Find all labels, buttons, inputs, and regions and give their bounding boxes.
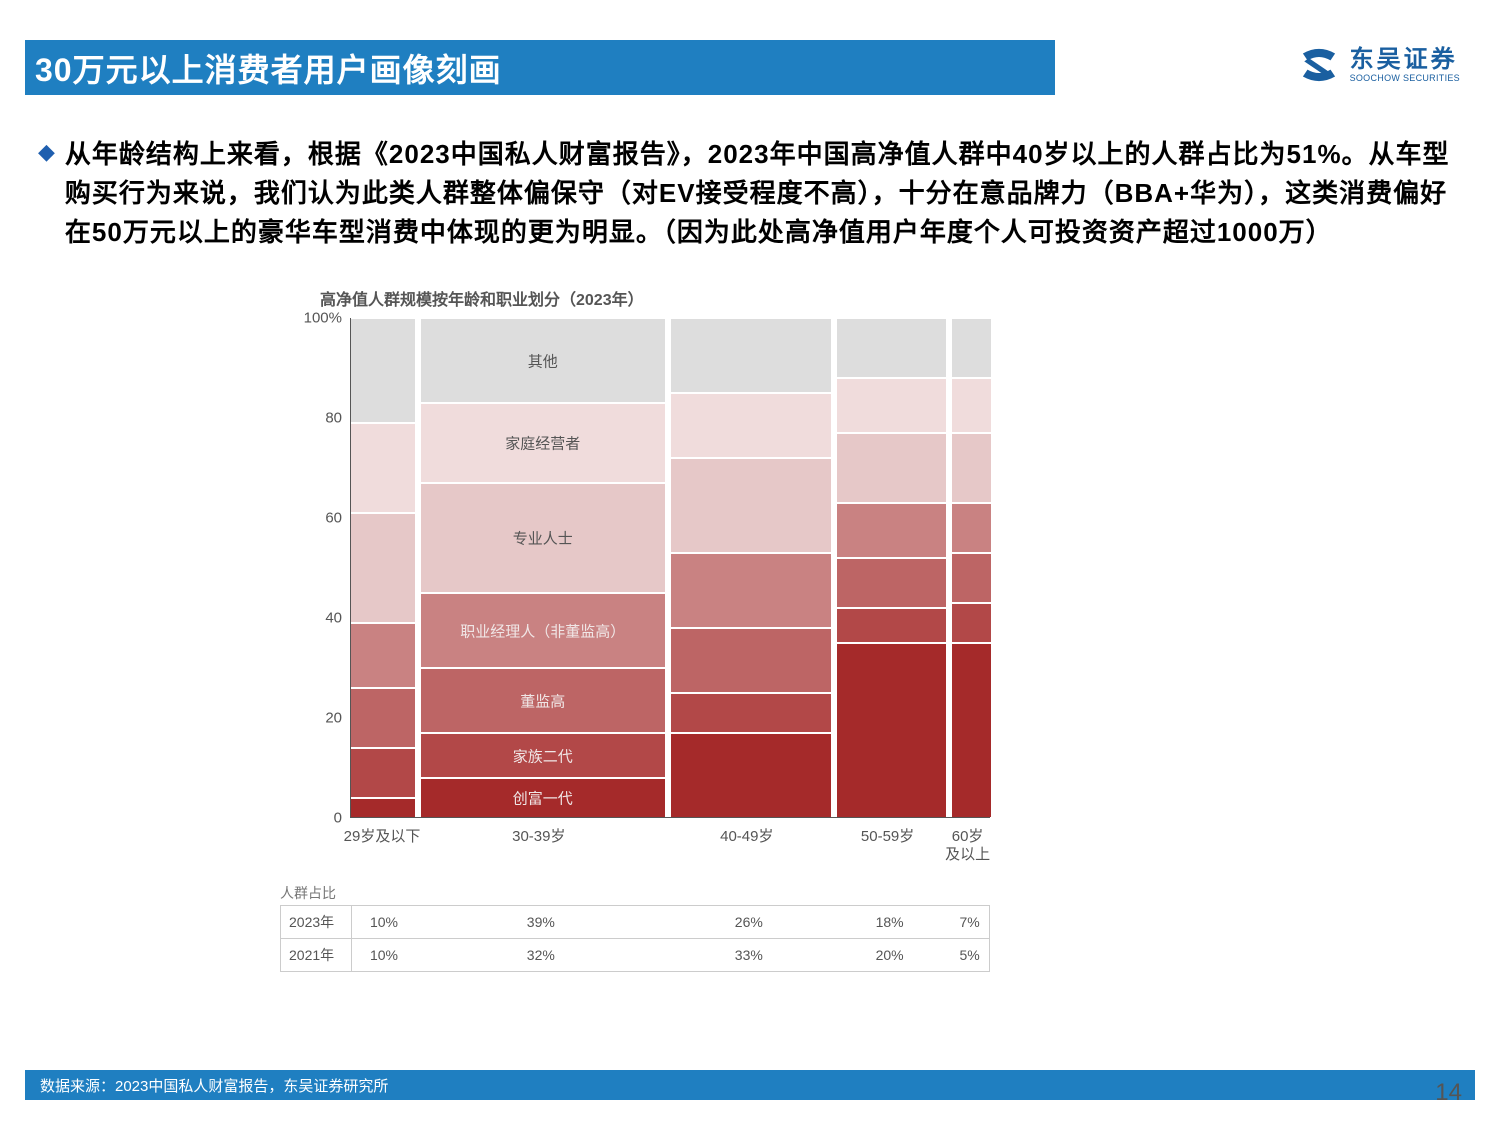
marimekko-column: [831, 318, 946, 817]
marimekko-column: [351, 318, 415, 817]
chart-segment: [671, 457, 831, 552]
share-cell: 39%: [527, 914, 555, 930]
share-table: 人群占比 2023年 10% 39% 26% 18% 7% 2021年 10% 32% 33% 20%…: [280, 883, 990, 971]
chart-segment: 创富一代: [421, 777, 665, 817]
segment-label: 其他: [421, 350, 665, 371]
chart-segment: [837, 557, 946, 607]
chart-segment: 家庭经营者: [421, 402, 665, 482]
y-tick: 20: [325, 710, 342, 727]
chart-segment: 董监高: [421, 667, 665, 732]
chart-segment: [952, 502, 991, 552]
x-axis-label: 30-39岁: [512, 828, 565, 846]
marimekko-chart: 高净值人群规模按年龄和职业划分（2023年） 020406080100% 创富一…: [280, 286, 1010, 818]
chart-segment: [671, 552, 831, 627]
share-cell: 5%: [959, 947, 979, 963]
segment-label: 家庭经营者: [421, 433, 665, 454]
chart-segment: 其他: [421, 317, 665, 402]
chart-segment: [671, 692, 831, 732]
share-cell: 18%: [876, 914, 904, 930]
chart-segment: [952, 602, 991, 642]
y-tick: 40: [325, 610, 342, 627]
chart-segment: [351, 317, 415, 422]
chart-segment: 职业经理人（非董监高）: [421, 592, 665, 667]
chart-segment: [952, 377, 991, 432]
page-number: 14: [1435, 1079, 1462, 1107]
marimekko-column: [946, 318, 991, 817]
share-row-year: 2021年: [289, 945, 334, 965]
chart-segment: [351, 687, 415, 747]
chart-segment: [671, 317, 831, 392]
data-source: 数据来源：2023中国私人财富报告，东吴证券研究所: [40, 1075, 388, 1096]
bullet-text: 从年龄结构上来看，根据《2023中国私人财富报告》，2023年中国高净值人群中4…: [65, 135, 1450, 252]
chart-segment: 家族二代: [421, 732, 665, 777]
chart-segment: [351, 622, 415, 687]
chart-segment: [351, 747, 415, 797]
chart-segment: [837, 377, 946, 432]
plot-area: 创富一代 家族二代 董监高 职业经理人（非董监高） 专业人士 家庭经营者 其他: [350, 318, 990, 818]
share-cell: 10%: [370, 947, 398, 963]
diamond-bullet-icon: ◆: [38, 139, 55, 252]
title-bar: 30万元以上消费者用户画像刻画: [25, 40, 1055, 95]
logo-text-cn: 东吴证券: [1350, 47, 1460, 73]
chart-segment: [351, 422, 415, 512]
chart-segment: [351, 512, 415, 622]
chart-segment: [671, 392, 831, 457]
chart-segment: 专业人士: [421, 482, 665, 592]
share-table-row: 2021年 10% 32% 33% 20% 5%: [280, 938, 990, 972]
x-axis-label: 29岁及以下: [344, 828, 421, 846]
share-table-header: 人群占比: [280, 883, 990, 903]
share-cell: 20%: [876, 947, 904, 963]
segment-label: 职业经理人（非董监高）: [421, 620, 665, 641]
page-title: 30万元以上消费者用户画像刻画: [35, 45, 502, 91]
share-row-cells: 10% 39% 26% 18% 7%: [351, 906, 991, 938]
segment-label: 家族二代: [421, 745, 665, 766]
y-axis: 020406080100%: [280, 318, 350, 818]
share-cell: 10%: [370, 914, 398, 930]
x-axis-label: 40-49岁: [720, 828, 773, 846]
chart-segment: [837, 607, 946, 642]
y-tick: 0: [334, 810, 342, 827]
soochow-logo-icon: [1296, 42, 1342, 88]
segment-label: 创富一代: [421, 788, 665, 809]
share-row-cells: 10% 32% 33% 20% 5%: [351, 939, 991, 971]
chart-segment: [837, 642, 946, 817]
share-cell: 26%: [735, 914, 763, 930]
company-logo: 东吴证券 SOOCHOW SECURITIES: [1296, 42, 1460, 88]
y-tick: 60: [325, 510, 342, 527]
chart-body: 020406080100% 创富一代家族二代董监高职业经理人（非董监高）专业人士…: [280, 318, 1010, 818]
share-cell: 7%: [959, 914, 979, 930]
marimekko-column: 创富一代 家族二代 董监高 职业经理人（非董监高） 专业人士 家庭经营者 其他: [415, 318, 665, 817]
share-table-row: 2023年 10% 39% 26% 18% 7%: [280, 905, 990, 939]
chart-segment: [671, 732, 831, 817]
chart-segment: [837, 502, 946, 557]
x-axis-label: 50-59岁: [861, 828, 914, 846]
footer-bar: 数据来源：2023中国私人财富报告，东吴证券研究所: [25, 1070, 1475, 1100]
marimekko-column: [665, 318, 831, 817]
chart-segment: [837, 432, 946, 502]
chart-segment: [351, 797, 415, 817]
share-row-year: 2023年: [289, 912, 334, 932]
bullet-point: ◆ 从年龄结构上来看，根据《2023中国私人财富报告》，2023年中国高净值人群…: [38, 135, 1450, 252]
chart-segment: [952, 642, 991, 817]
segment-label: 专业人士: [421, 528, 665, 549]
chart-segment: [952, 552, 991, 602]
x-axis-label: 60岁及以上: [945, 828, 990, 864]
chart-segment: [837, 317, 946, 377]
y-tick: 100%: [304, 310, 342, 327]
segment-label: 董监高: [421, 690, 665, 711]
logo-text-en: SOOCHOW SECURITIES: [1350, 73, 1460, 83]
chart-segment: [671, 627, 831, 692]
share-cell: 32%: [527, 947, 555, 963]
share-cell: 33%: [735, 947, 763, 963]
chart-segment: [952, 432, 991, 502]
chart-segment: [952, 317, 991, 377]
y-tick: 80: [325, 410, 342, 427]
chart-title: 高净值人群规模按年龄和职业划分（2023年）: [320, 286, 1010, 310]
